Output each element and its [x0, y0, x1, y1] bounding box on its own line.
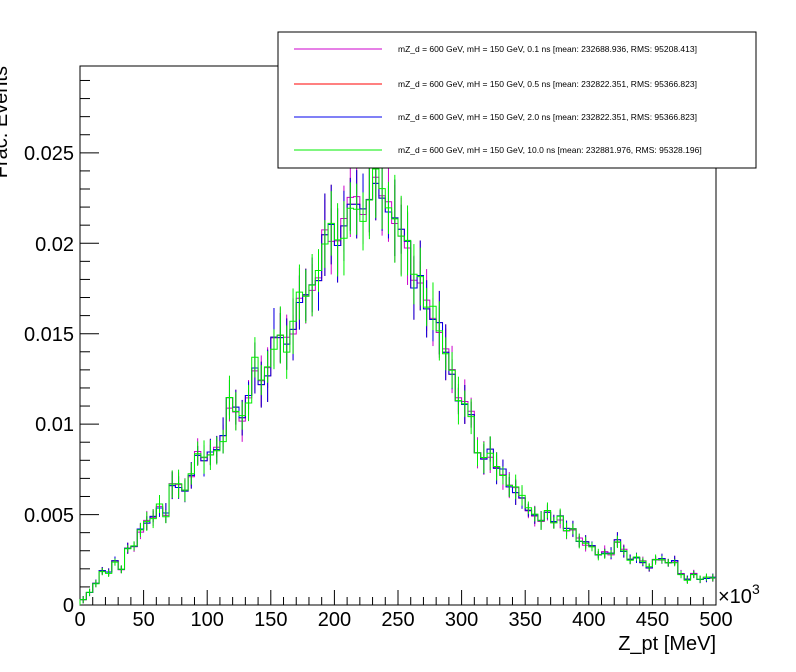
legend-entry-2.0ns: mZ_d = 600 GeV, mH = 150 GeV, 2.0 ns [me… [398, 112, 697, 122]
x-tick-label: 350 [509, 609, 542, 631]
series-step-line [79, 168, 716, 605]
x-multiplier-exponent: 3 [752, 581, 760, 597]
x-tick-label: 150 [254, 609, 287, 631]
x-tick-label: 400 [572, 609, 605, 631]
y-tick-label: 0 [63, 595, 74, 617]
x-axis-title: Z_pt [MeV] [618, 633, 716, 655]
y-tick-label: 0.005 [24, 505, 74, 527]
y-tick-label: 0.025 [24, 143, 74, 165]
x-tick-label: 50 [132, 609, 154, 631]
legend-entry-0.5ns: mZ_d = 600 GeV, mH = 150 GeV, 0.5 ns [me… [398, 79, 697, 89]
x-tick-labels: 0 50 100 150 200 250 300 350 400 450 500 [74, 609, 732, 631]
y-axis-title: Frac. Events [0, 66, 12, 178]
axis-ticks [79, 79, 717, 606]
x-tick-label: 0 [74, 609, 85, 631]
y-tick-label: 0.01 [35, 414, 74, 436]
legend-entry-0.1ns: mZ_d = 600 GeV, mH = 150 GeV, 0.1 ns [me… [398, 44, 697, 54]
y-tick-label: 0.02 [35, 234, 74, 256]
x-tick-label: 300 [445, 609, 478, 631]
x-tick-label: 100 [191, 609, 224, 631]
x-tick-label: 200 [318, 609, 351, 631]
series-step-line [79, 182, 716, 605]
x-tick-label: 500 [699, 609, 732, 631]
x-axis-multiplier: ×103 [718, 581, 760, 608]
x-tick-label: 450 [636, 609, 669, 631]
x-tick-label: 250 [381, 609, 414, 631]
legend: mZ_d = 600 GeV, mH = 150 GeV, 0.1 ns [me… [277, 31, 757, 169]
x-multiplier-base: ×10 [718, 586, 752, 608]
y-tick-labels: 0 0.005 0.01 0.015 0.02 0.025 [24, 143, 74, 617]
legend-entry-10.0ns: mZ_d = 600 GeV, mH = 150 GeV, 10.0 ns [m… [398, 145, 702, 155]
series-layer [79, 120, 716, 605]
legend-box [277, 31, 757, 169]
y-tick-label: 0.015 [24, 324, 74, 346]
series-3 [79, 120, 716, 605]
